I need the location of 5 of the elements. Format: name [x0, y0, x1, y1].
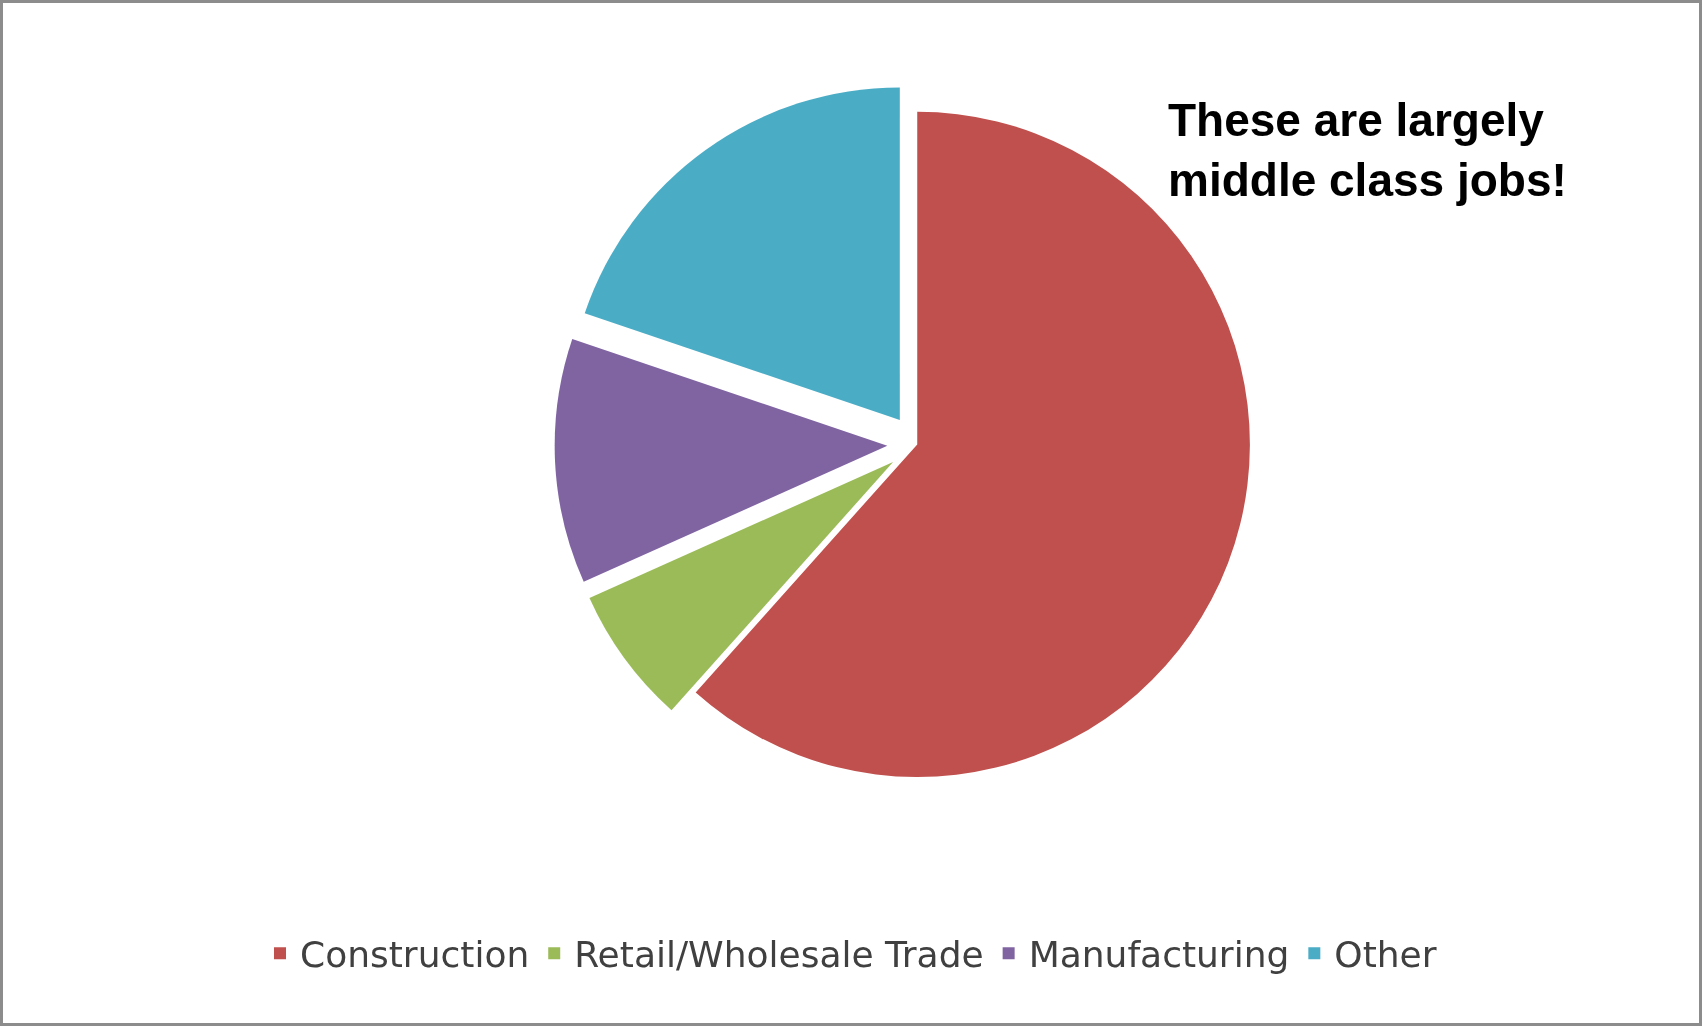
legend-label: Manufacturing [1028, 934, 1290, 976]
legend-label: Construction [300, 934, 530, 976]
legend-label: Other [1334, 934, 1437, 976]
legend-label: Retail/Wholesale Trade [574, 934, 984, 976]
text: These are largely middle class jobs! [1168, 94, 1567, 206]
